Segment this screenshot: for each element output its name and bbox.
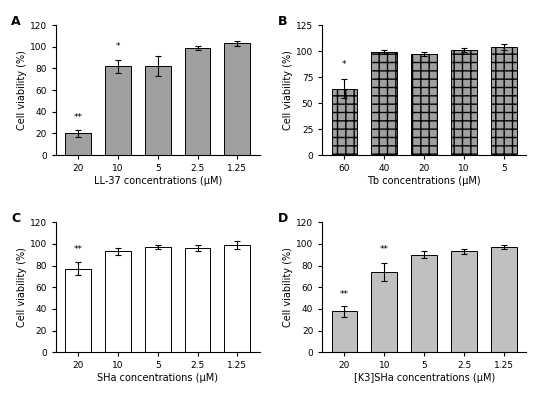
Bar [332,89,357,155]
Y-axis label: Cell viability (%): Cell viability (%) [283,247,293,327]
Bar [491,247,517,352]
Bar [145,66,171,155]
X-axis label: Tb concentrations (μM): Tb concentrations (μM) [367,176,481,186]
Text: **: ** [340,290,349,299]
Bar [451,50,477,155]
Bar [411,254,437,352]
Bar [65,133,91,155]
X-axis label: LL-37 concentrations (μM): LL-37 concentrations (μM) [93,176,222,186]
Bar [185,48,211,155]
X-axis label: [K3]SHa concentrations (μM): [K3]SHa concentrations (μM) [354,373,495,383]
Text: D: D [278,212,288,225]
Text: A: A [11,15,21,27]
Bar [372,52,397,155]
Bar [372,272,397,352]
Bar [491,47,517,155]
Text: *: * [342,60,347,69]
Bar [451,251,477,352]
Bar [332,311,357,352]
Text: **: ** [380,245,389,254]
Bar [65,269,91,352]
Bar [225,245,251,352]
Bar [105,66,131,155]
Text: **: ** [73,245,83,254]
Bar [185,248,211,352]
Bar [225,43,251,155]
Y-axis label: Cell viability (%): Cell viability (%) [17,50,26,130]
Text: B: B [278,15,287,27]
Bar [145,247,171,352]
Text: **: ** [73,113,83,121]
Text: C: C [11,212,20,225]
Bar [105,251,131,352]
Y-axis label: Cell viability (%): Cell viability (%) [283,50,293,130]
Y-axis label: Cell viability (%): Cell viability (%) [17,247,26,327]
Text: *: * [116,42,120,51]
Bar [411,54,437,155]
X-axis label: SHa concentrations (μM): SHa concentrations (μM) [97,373,218,383]
